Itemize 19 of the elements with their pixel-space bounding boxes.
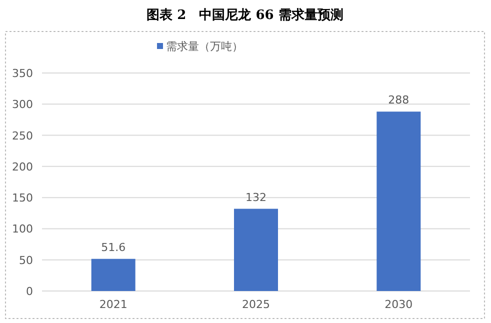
chart-title: 图表 2 中国尼龙 66 需求量预测 [146, 7, 344, 23]
data-label: 51.6 [101, 240, 126, 254]
y-tick-label: 50 [19, 254, 33, 267]
y-tick-label: 0 [26, 285, 33, 298]
bar [91, 258, 136, 291]
y-tick-label: 250 [12, 129, 33, 142]
y-tick-label: 350 [12, 67, 33, 80]
data-label: 132 [246, 190, 266, 204]
y-tick-label: 150 [12, 192, 33, 205]
bar [234, 208, 278, 291]
y-tick-label: 200 [12, 160, 33, 174]
x-tick-label: 2025 [242, 298, 270, 311]
data-label: 288 [388, 94, 410, 107]
bar [376, 112, 421, 291]
legend-label: 需求量（万吨） [166, 40, 243, 53]
y-tick-label: 300 [12, 98, 33, 112]
y-tick-label: 100 [12, 222, 33, 236]
x-tick-label: 2030 [384, 298, 413, 311]
x-tick-label: 2021 [99, 298, 128, 311]
